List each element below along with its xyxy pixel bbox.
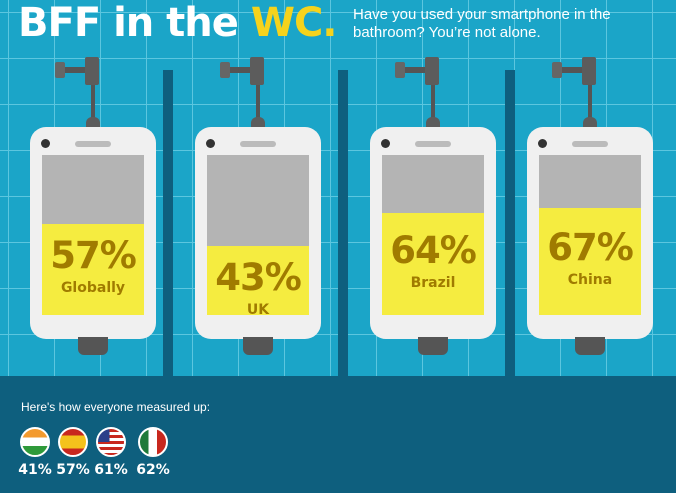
page-title: BFF in the WC.: [18, 0, 337, 46]
phone-screen: 64% Brazil: [382, 155, 484, 315]
data-label: 64%: [390, 228, 477, 272]
phone-plug: [575, 337, 605, 355]
phone-globally: 57% Globally: [30, 127, 156, 355]
divider-pole: [163, 70, 173, 376]
speaker-icon: [415, 141, 451, 147]
divider-pole: [338, 70, 348, 376]
phone-screen: 43% UK: [207, 155, 309, 315]
subtitle: Have you used your smartphone in the bat…: [353, 6, 611, 41]
usa-value: 61%: [94, 462, 128, 478]
speaker-icon: [75, 141, 111, 147]
bar-fill: [382, 212, 484, 315]
motorola-logo-icon: [538, 139, 547, 148]
motorola-logo-icon: [381, 139, 390, 148]
motorola-logo-icon: [41, 139, 50, 148]
phone-china: 67% China: [527, 127, 653, 355]
phone-screen: 57% Globally: [42, 155, 144, 315]
phone-screen: 67% China: [539, 155, 641, 315]
bar-fill: [539, 207, 641, 315]
category-label: China: [567, 272, 613, 289]
spain-value: 57%: [56, 462, 90, 478]
title-main: BFF in the: [18, 0, 251, 46]
category-label: UK: [246, 302, 270, 315]
data-label: 67%: [547, 226, 634, 270]
footer-heading: Here's how everyone measured up:: [21, 400, 211, 414]
india-value: 41%: [18, 462, 52, 478]
speaker-icon: [572, 141, 608, 147]
phone-plug: [243, 337, 273, 355]
category-label: Brazil: [410, 274, 456, 291]
phone-brazil: 64% Brazil: [370, 127, 496, 355]
bar-fill: [42, 223, 144, 315]
spain-flag-icon: [58, 427, 88, 457]
divider-pole: [505, 70, 515, 376]
india-flag-icon: [20, 427, 50, 457]
phone-plug: [418, 337, 448, 355]
category-label: Globally: [60, 280, 126, 297]
data-label: 43%: [215, 256, 302, 300]
data-label: 57%: [50, 234, 137, 278]
mexico-flag-icon: [138, 427, 168, 457]
mexico-value: 62%: [136, 462, 170, 478]
phone-plug: [78, 337, 108, 355]
motorola-logo-icon: [206, 139, 215, 148]
title-accent: WC.: [250, 0, 338, 46]
bar-fill: [207, 246, 309, 315]
phone-uk: 43% UK: [195, 127, 321, 355]
usa-flag-icon: [96, 427, 126, 457]
speaker-icon: [240, 141, 276, 147]
